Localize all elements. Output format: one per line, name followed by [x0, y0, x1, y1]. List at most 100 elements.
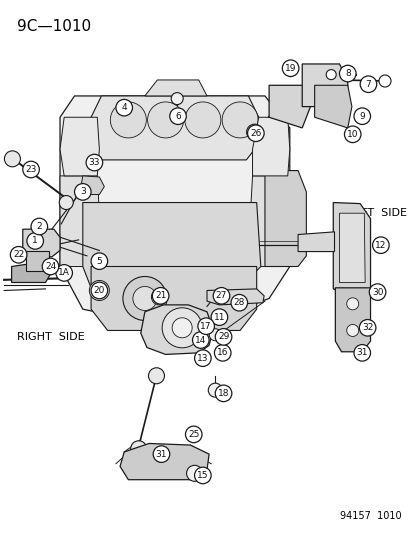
Polygon shape: [23, 229, 60, 257]
Text: 12: 12: [374, 241, 386, 249]
Text: 19: 19: [284, 64, 296, 72]
Circle shape: [353, 108, 370, 125]
Polygon shape: [12, 261, 52, 282]
Text: 7: 7: [365, 80, 370, 88]
Polygon shape: [91, 266, 256, 330]
Circle shape: [123, 277, 166, 320]
Circle shape: [211, 309, 227, 326]
Text: 3: 3: [80, 188, 85, 196]
Circle shape: [116, 99, 132, 116]
Circle shape: [346, 325, 358, 336]
Circle shape: [282, 60, 298, 77]
Circle shape: [131, 441, 146, 457]
Polygon shape: [120, 443, 209, 480]
Polygon shape: [26, 251, 49, 271]
Text: 25: 25: [188, 430, 199, 439]
Text: 16: 16: [216, 349, 228, 357]
Circle shape: [186, 465, 202, 481]
Polygon shape: [145, 80, 206, 96]
Text: 6: 6: [175, 112, 180, 120]
Circle shape: [153, 446, 169, 463]
Text: 24: 24: [45, 262, 56, 271]
Text: 94157  1010: 94157 1010: [339, 511, 401, 521]
Text: 8: 8: [344, 69, 350, 78]
Polygon shape: [250, 176, 287, 266]
Text: 31: 31: [155, 450, 167, 458]
Circle shape: [230, 294, 247, 311]
Polygon shape: [314, 85, 351, 128]
Text: 14: 14: [195, 336, 206, 344]
Text: 33: 33: [88, 158, 100, 167]
Circle shape: [10, 246, 27, 263]
Circle shape: [27, 232, 43, 249]
Circle shape: [91, 282, 107, 299]
Circle shape: [215, 385, 231, 402]
Text: RIGHT  SIDE: RIGHT SIDE: [17, 332, 84, 342]
Circle shape: [110, 102, 146, 138]
Circle shape: [162, 308, 202, 348]
Circle shape: [133, 286, 157, 311]
Circle shape: [197, 318, 214, 335]
Circle shape: [209, 329, 221, 341]
Circle shape: [372, 237, 388, 254]
Circle shape: [194, 350, 211, 367]
Text: 4: 4: [121, 103, 127, 112]
Polygon shape: [297, 232, 334, 252]
Circle shape: [74, 183, 91, 200]
Circle shape: [353, 344, 370, 361]
Polygon shape: [91, 96, 258, 160]
Text: 2: 2: [36, 222, 42, 231]
Text: 15: 15: [197, 471, 208, 480]
Polygon shape: [206, 289, 263, 305]
Polygon shape: [335, 288, 370, 352]
Polygon shape: [60, 176, 99, 266]
Circle shape: [192, 332, 209, 349]
Polygon shape: [140, 305, 213, 354]
Circle shape: [147, 102, 183, 138]
Text: 10: 10: [346, 130, 358, 139]
Text: 31: 31: [356, 349, 367, 357]
Text: 26: 26: [249, 129, 261, 138]
Text: 27: 27: [215, 292, 227, 300]
Text: 20: 20: [93, 286, 105, 295]
Circle shape: [359, 76, 376, 93]
Circle shape: [213, 287, 229, 304]
Circle shape: [358, 319, 375, 336]
Circle shape: [346, 298, 358, 310]
Text: 29: 29: [217, 333, 229, 341]
Text: 30: 30: [371, 288, 382, 296]
Circle shape: [215, 328, 231, 345]
Polygon shape: [83, 203, 260, 288]
Circle shape: [86, 154, 102, 171]
Text: 22: 22: [13, 251, 24, 259]
Circle shape: [247, 125, 263, 142]
Circle shape: [5, 151, 20, 167]
Circle shape: [148, 368, 164, 384]
Polygon shape: [144, 324, 153, 342]
Circle shape: [56, 264, 72, 281]
Circle shape: [339, 65, 355, 82]
Circle shape: [222, 102, 257, 138]
Polygon shape: [60, 96, 289, 320]
Circle shape: [378, 75, 390, 87]
Text: 17: 17: [200, 322, 211, 330]
Polygon shape: [264, 171, 306, 266]
Text: 1A: 1A: [58, 269, 70, 277]
Text: 18: 18: [217, 389, 229, 398]
Circle shape: [185, 426, 202, 443]
Polygon shape: [81, 176, 104, 195]
Circle shape: [152, 287, 169, 304]
Circle shape: [59, 196, 73, 209]
Text: 11: 11: [213, 313, 225, 321]
Text: 1: 1: [32, 237, 38, 245]
Circle shape: [151, 289, 167, 305]
Circle shape: [194, 467, 211, 484]
Circle shape: [169, 108, 186, 125]
Circle shape: [91, 253, 107, 270]
Circle shape: [246, 124, 262, 140]
Circle shape: [185, 102, 220, 138]
Circle shape: [171, 93, 183, 104]
Polygon shape: [332, 203, 370, 298]
Text: 9: 9: [358, 112, 364, 120]
Polygon shape: [339, 213, 364, 282]
